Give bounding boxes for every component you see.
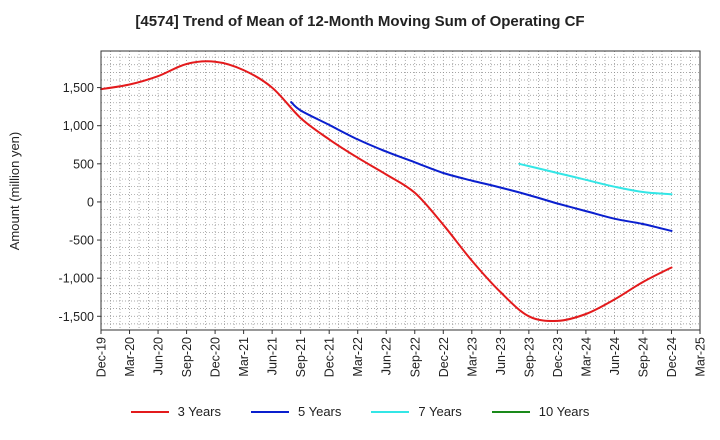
x-tick-label: Mar-20 [123, 337, 137, 377]
x-tick-label: Jun-20 [152, 337, 166, 375]
series-line-3-years [100, 60, 673, 322]
legend-label: 7 Years [418, 404, 462, 419]
series-line-7-years [518, 162, 673, 196]
legend-item-10-years: 10 Years [491, 404, 590, 419]
series-line-5-years [290, 101, 673, 232]
x-tick-label: Dec-22 [437, 337, 451, 377]
legend-label: 5 Years [298, 404, 342, 419]
y-axis-label: Amount (million yen) [7, 132, 22, 251]
x-tick-label: Sep-23 [522, 337, 536, 377]
y-tick-label: -1,500 [59, 310, 94, 324]
x-tick-label: Dec-23 [551, 337, 565, 377]
x-tick-label: Dec-20 [209, 337, 223, 377]
x-tick-label: Sep-21 [294, 337, 308, 377]
x-tick-label: Dec-19 [95, 337, 109, 377]
legend-swatch [491, 410, 530, 413]
x-tick-label: Jun-21 [266, 337, 280, 375]
x-tick-label: Mar-23 [465, 337, 479, 377]
y-tick-label: -500 [69, 234, 94, 248]
legend-label: 10 Years [538, 404, 590, 419]
x-tick-label: Mar-22 [351, 337, 365, 377]
x-tick-label: Sep-22 [408, 337, 422, 377]
x-tick-label: Dec-24 [665, 337, 679, 377]
x-axis-ticks: Dec-19 Mar-20 Jun-20 Sep-20 Dec-20 Mar-21 Jun-… [95, 330, 708, 377]
y-tick-label: 500 [73, 157, 94, 171]
legend: 3 Years 5 Years 7 Years 10 Years [0, 404, 720, 419]
series-lines [100, 60, 673, 322]
chart-title: [4574] Trend of Mean of 12-Month Moving … [135, 13, 585, 30]
x-tick-label: Jun-22 [380, 337, 394, 375]
x-tick-label: Jun-24 [608, 337, 622, 375]
y-tick-label: 0 [87, 195, 94, 209]
x-tick-label: Sep-20 [180, 337, 194, 377]
grid-lines [101, 51, 700, 330]
legend-item-3-years: 3 Years [130, 404, 221, 419]
x-tick-label: Jun-23 [494, 337, 508, 375]
legend-item-5-years: 5 Years [251, 404, 341, 419]
x-tick-label: Mar-24 [579, 337, 593, 377]
plot-area-background [101, 51, 700, 330]
legend-item-7-years: 7 Years [371, 404, 462, 419]
legend-swatch [130, 410, 169, 413]
plot-area-frame [100, 50, 701, 331]
legend-swatch [251, 410, 289, 413]
y-tick-label: 1,500 [63, 81, 94, 95]
legend-swatch [371, 410, 410, 413]
x-tick-label: Sep-24 [636, 337, 650, 377]
y-axis-ticks: -1,500 -1,000 -500 0 500 1,000 1,500 [59, 81, 101, 324]
x-tick-label: Mar-21 [237, 337, 251, 377]
y-tick-label: 1,000 [63, 119, 94, 133]
x-tick-label: Mar-25 [694, 337, 708, 377]
y-tick-label: -1,000 [59, 272, 94, 286]
x-tick-label: Dec-21 [323, 337, 337, 377]
legend-label: 3 Years [177, 404, 221, 419]
